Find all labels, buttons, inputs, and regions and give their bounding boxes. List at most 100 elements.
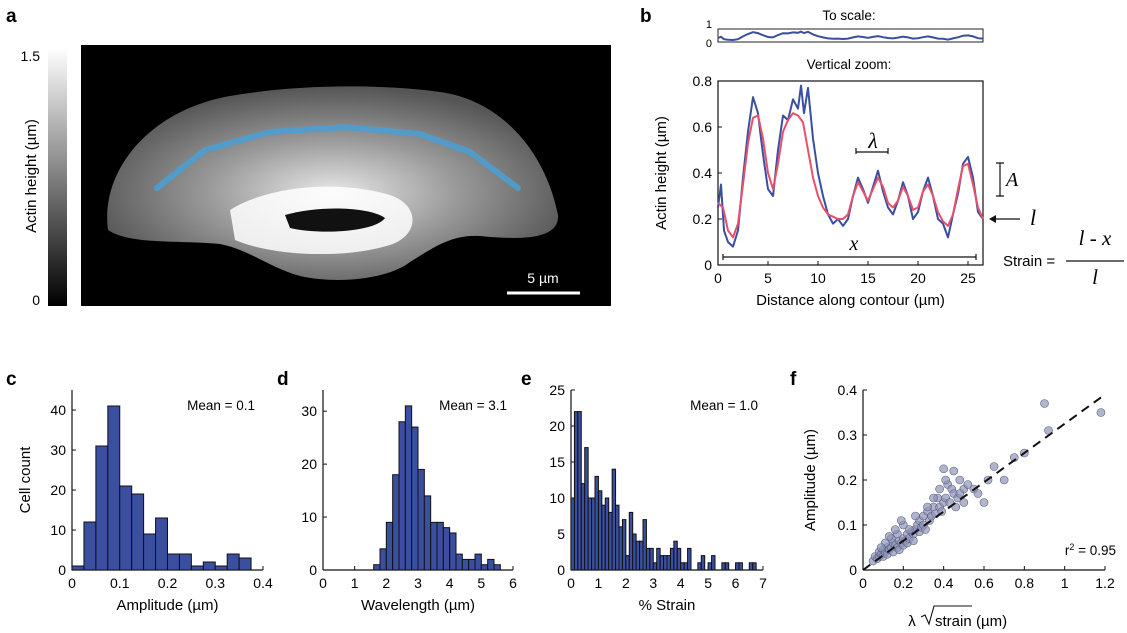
- e-bar: [711, 555, 716, 571]
- b-ytick-label: 0.8: [693, 73, 713, 89]
- e-ytick-label: 10: [549, 490, 565, 506]
- e-bar: [570, 497, 575, 571]
- length-arrowhead: [989, 215, 996, 223]
- c-bar: [83, 521, 97, 571]
- to-scale-tick-1: 1: [706, 19, 712, 31]
- chart-e: 0 1 2 3 4 5 6 7 0 5 10 15 20 25 % Strain: [549, 382, 767, 614]
- e-bar: [642, 519, 647, 571]
- d-bar: [404, 405, 413, 571]
- f-ylabel: Amplitude (µm): [802, 429, 819, 531]
- c-bar: [119, 485, 133, 571]
- c-xtick-label: 0.3: [206, 575, 226, 591]
- c-ytick-label: 20: [50, 482, 66, 498]
- d-bar: [417, 468, 425, 571]
- e-bar: [663, 555, 668, 571]
- c-xtick-label: 0.4: [253, 575, 273, 591]
- d-bar: [379, 548, 387, 571]
- e-ytick-label: 25: [549, 382, 565, 398]
- d-ytick-label: 10: [301, 509, 317, 525]
- b-ylabel: Actin height (µm): [653, 116, 670, 230]
- f-xtick-label: 0.8: [1015, 575, 1035, 591]
- x-symbol: x: [849, 233, 859, 255]
- e-xtick-label: 7: [759, 575, 767, 591]
- d-xtick-label: 2: [382, 575, 390, 591]
- f-point: [884, 531, 894, 541]
- f-point: [1096, 408, 1106, 417]
- e-bar: [669, 547, 675, 571]
- d-bar: [385, 521, 394, 571]
- e-bar: [577, 411, 582, 571]
- e-xtick-label: 3: [649, 575, 657, 591]
- to-scale-tick-0: 0: [706, 38, 712, 50]
- c-ylabel: Cell count: [17, 446, 34, 514]
- c-bar: [95, 445, 109, 571]
- to-scale-trace: [717, 30, 984, 42]
- d-bar: [392, 474, 400, 571]
- e-bar: [601, 504, 606, 571]
- e-bar: [680, 562, 685, 571]
- f-point: [935, 484, 944, 494]
- d-bar: [442, 527, 451, 571]
- b-ytick-label: 0.6: [693, 119, 713, 135]
- cell-shape: [107, 86, 559, 280]
- f-point: [963, 480, 973, 489]
- e-bar: [697, 562, 702, 571]
- e-bar: [687, 547, 692, 571]
- d-xtick-label: 5: [477, 575, 485, 591]
- c-bar: [167, 553, 180, 571]
- contour-line: [154, 124, 521, 191]
- lambda-bracket: [855, 148, 889, 154]
- chart-f: 0 0.2 0.4 0.6 0.8 1 1.2 0 0.1 0.2 0.3 0.4 Amplitude …: [802, 382, 1115, 591]
- b-ytick-label: 0.2: [693, 211, 713, 227]
- e-bar: [635, 540, 641, 571]
- b-xtick-label: 0: [714, 270, 722, 286]
- b-xtick-label: 10: [810, 270, 826, 286]
- f-fit-line: [862, 393, 1106, 571]
- e-bar: [700, 555, 706, 571]
- d-xtick-label: 4: [446, 575, 454, 591]
- d-ytick-label: 0: [309, 562, 317, 578]
- d-xtick-label: 0: [319, 575, 327, 591]
- panel-label-a: a: [6, 6, 17, 27]
- panel-label-f: f: [790, 369, 797, 390]
- d-bar: [423, 495, 432, 571]
- to-scale-title: To scale:: [822, 8, 875, 23]
- c-bar: [143, 533, 157, 571]
- d-bar: [487, 558, 495, 571]
- b-ytick-label: 0.4: [693, 165, 713, 181]
- f-point: [955, 475, 965, 485]
- f-xtick-label: 0: [859, 575, 867, 591]
- e-bar: [707, 562, 713, 571]
- strain-eq-numerator: l - x: [1079, 226, 1112, 250]
- d-bar: [449, 532, 457, 571]
- c-bar: [214, 565, 228, 571]
- c-bar: [238, 557, 252, 571]
- amplitude-bracket: [996, 162, 1004, 197]
- panel-label-d: d: [277, 369, 289, 390]
- e-xtick-label: 1: [595, 575, 603, 591]
- e-xtick-label: 2: [622, 575, 630, 591]
- e-bar: [748, 562, 754, 571]
- c-ytick-label: 40: [50, 402, 66, 418]
- f-xtick-label: 0.2: [894, 575, 914, 591]
- vertical-zoom-title: Vertical zoom:: [807, 57, 892, 72]
- f-point: [959, 498, 969, 507]
- e-xtick-label: 5: [704, 575, 712, 591]
- c-bar: [202, 561, 216, 571]
- d-bar: [461, 558, 470, 571]
- f-point: [905, 525, 914, 534]
- f-xlabel: λ strain (µm): [908, 605, 1007, 630]
- c-bar: [226, 553, 240, 571]
- c-xtick-label: 0.1: [110, 575, 130, 591]
- c-bar: [190, 565, 204, 571]
- d-xtick-label: 1: [351, 575, 359, 591]
- f-point: [941, 475, 950, 485]
- f-point: [909, 536, 918, 546]
- length-symbol: l: [1030, 205, 1036, 230]
- c-bar: [155, 517, 168, 571]
- e-bar: [735, 562, 740, 571]
- c-ytick-label: 30: [50, 442, 66, 458]
- d-xlabel: Wavelength (µm): [361, 597, 475, 614]
- e-bar: [724, 562, 730, 571]
- e-bar: [611, 468, 617, 571]
